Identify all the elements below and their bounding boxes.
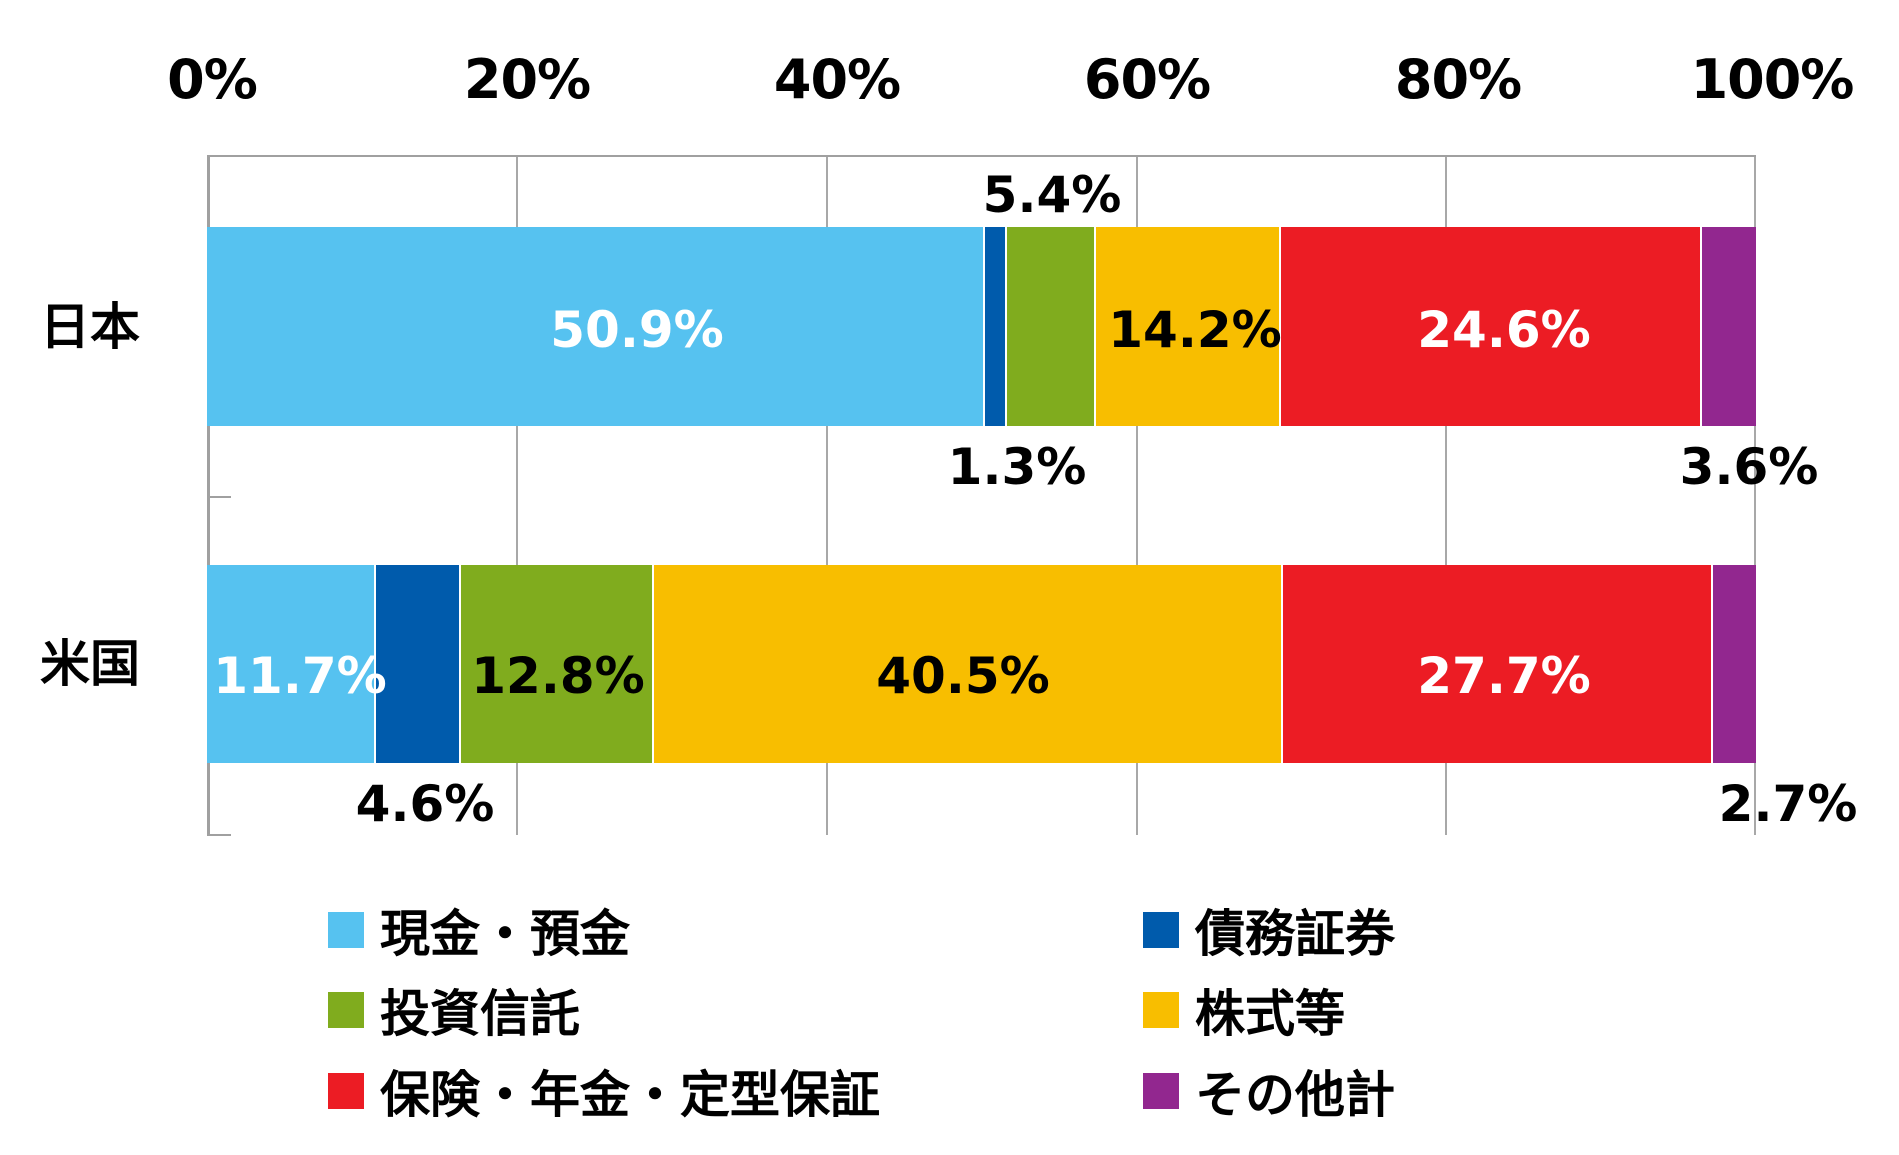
data-label-japan-funds: 5.4% [982, 166, 1122, 224]
legend-item-bonds: 債務証券 [1143, 895, 1395, 965]
x-tick-60: 60% [1083, 48, 1211, 111]
legend-swatch-stocks [1143, 992, 1179, 1028]
legend-item-other: その他計 [1143, 1056, 1395, 1126]
category-tick [207, 496, 231, 498]
legend-label-stocks: 株式等 [1195, 985, 1345, 1043]
legend-label-funds: 投資信託 [380, 985, 580, 1043]
legend-item-cash: 現金・預金 [328, 895, 630, 965]
legend-swatch-insurance [328, 1073, 364, 1109]
legend-label-bonds: 債務証券 [1195, 905, 1395, 963]
legend-swatch-bonds [1143, 912, 1179, 948]
legend-label-other: その他計 [1195, 1066, 1395, 1124]
data-label-japan-bonds: 1.3% [947, 438, 1087, 496]
data-label-us-bonds: 4.6% [355, 775, 495, 833]
segment-us-funds [461, 565, 654, 763]
segment-us-stocks [654, 565, 1283, 763]
segment-japan-other [1702, 227, 1756, 426]
category-tick [207, 155, 231, 157]
x-tick-20: 20% [463, 48, 591, 111]
segment-japan-funds [1007, 227, 1096, 426]
legend-item-funds: 投資信託 [328, 975, 580, 1045]
data-label-us-funds: 12.8% [471, 647, 645, 705]
bar-us [207, 565, 1756, 763]
gridline-40 [826, 155, 828, 835]
segment-japan-cash [207, 227, 985, 426]
gridline-60 [1136, 155, 1138, 835]
legend-item-stocks: 株式等 [1143, 975, 1345, 1045]
x-tick-40: 40% [773, 48, 901, 111]
legend-swatch-cash [328, 912, 364, 948]
legend-item-insurance: 保険・年金・定型保証 [328, 1056, 880, 1126]
category-tick [207, 834, 231, 836]
legend-swatch-other [1143, 1073, 1179, 1109]
data-label-us-insurance: 27.7% [1417, 647, 1591, 705]
x-tick-100: 100% [1690, 48, 1855, 111]
bar-japan [207, 227, 1756, 426]
data-label-us-other: 2.7% [1718, 775, 1858, 833]
category-label-us: 米国 [40, 635, 140, 693]
plot-area [207, 155, 1756, 836]
segment-us-cash [207, 565, 376, 763]
segment-us-insurance [1283, 565, 1713, 763]
category-label-japan: 日本 [40, 298, 140, 356]
plot-frame-top [207, 155, 1756, 157]
legend-label-insurance: 保険・年金・定型保証 [380, 1066, 880, 1124]
category-axis [207, 155, 210, 835]
segment-japan-insurance [1281, 227, 1702, 426]
segment-us-other [1713, 565, 1756, 763]
legend-label-cash: 現金・預金 [380, 905, 630, 963]
gridline-80 [1445, 155, 1447, 835]
data-label-japan-other: 3.6% [1679, 438, 1819, 496]
segment-japan-stocks [1096, 227, 1281, 426]
data-label-japan-cash: 50.9% [550, 301, 724, 359]
segment-us-bonds [376, 565, 461, 763]
x-tick-80: 80% [1394, 48, 1522, 111]
data-label-us-cash: 11.7% [213, 647, 387, 705]
gridline-20 [516, 155, 518, 835]
gridline-100 [1754, 155, 1756, 835]
segment-japan-bonds [985, 227, 1007, 426]
data-label-japan-insurance: 24.6% [1417, 301, 1591, 359]
data-label-us-stocks: 40.5% [876, 647, 1050, 705]
x-tick-0: 0% [167, 48, 258, 111]
data-label-japan-stocks: 14.2% [1108, 301, 1282, 359]
legend-swatch-funds [328, 992, 364, 1028]
